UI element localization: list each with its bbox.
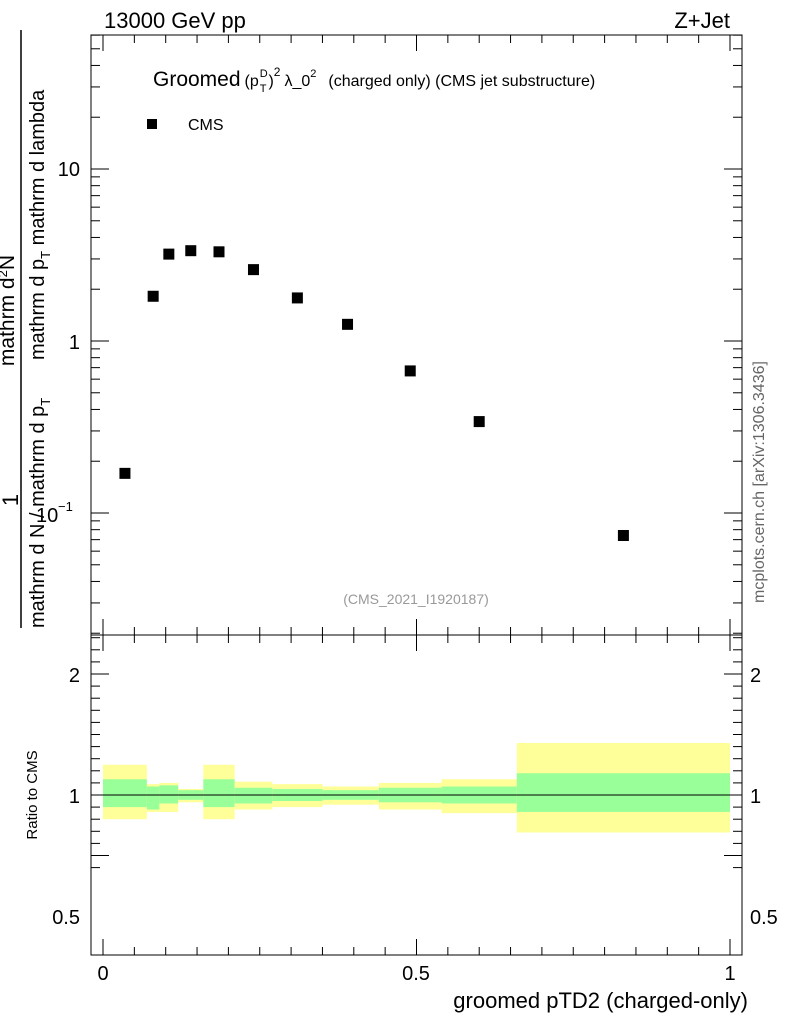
data-points [119,245,629,541]
ratio-inner-band-1 [146,786,160,810]
ratio-y-tick-label-2: 2 [69,665,80,687]
ratio-y-ticks [91,637,742,869]
data-point-6 [291,292,303,304]
legend-entry-cms: CMS [188,117,224,134]
ratio-y-tick-label-0.5: 0.5 [52,907,80,929]
ratio-inner-band-5 [234,787,273,804]
main-y-axis-label: 1 mathrm d2N mathrm d pT mathrm d lambda… [0,30,53,628]
data-point-5 [247,264,259,276]
main-y-ticks [91,34,742,634]
data-point-1 [147,290,159,302]
x-tick-label-0: 0 [97,963,108,985]
svg-text:mathrm d N / mathrm d pT: mathrm d N / mathrm d pT [27,398,53,628]
x-ticks [102,35,731,955]
process-label: Z+Jet [674,8,730,33]
data-point-4 [213,246,225,258]
ratio-y-tick-label-2-right: 2 [750,665,761,687]
svg-text:1: 1 [0,494,23,506]
ratio-y-tick-label-0.5-right: 0.5 [750,907,778,929]
ratio-inner-band-0 [103,779,147,808]
analysis-watermark: (CMS_2021_I1920187) [343,591,489,607]
data-point-2 [163,248,175,260]
ratio-y-tick-label-1-right: 1 [750,786,761,808]
svg-text:Groomed(pDT)2λ_02(charged only: Groomed (pD T)2λ_02 (charged only) (CMS jet… [153,65,595,95]
legend: CMS [147,117,224,134]
svg-text:mathrm d2N: mathrm d2N [0,255,19,366]
data-point-9 [473,416,485,428]
x-tick-label-0.5: 0.5 [402,963,430,985]
ratio-y-tick-label-1: 1 [69,786,80,808]
plot-title: Groomed (pD T)2λ_02 (charged only) (CMS jet… [153,65,595,95]
main-y-tick-label-1: 1 [69,332,80,354]
svg-text:mathrm d pT mathrm d lambda: mathrm d pT mathrm d lambda [27,89,53,360]
data-point-7 [342,318,354,330]
svg-text:−1: −1 [58,499,73,514]
data-point-0 [119,467,131,479]
ratio-inner-band-4 [203,779,235,808]
data-point-3 [185,245,197,257]
energy-label: 13000 GeV pp [104,8,246,33]
ratio-inner-band-10 [516,773,730,812]
legend-marker [147,119,157,129]
source-side-label: mcplots.cern.ch [arXiv:1306.3436] [751,361,768,603]
main-y-tick-label-0.1: 10 −1 [36,499,73,527]
main-y-tick-label-10: 10 [58,159,80,181]
ratio-y-axis-label: Ratio to CMS [24,750,41,839]
svg-text:10: 10 [36,505,58,527]
x-tick-label-1: 1 [724,963,735,985]
ratio-bands [103,742,730,833]
ratio-inner-band-2 [159,785,179,804]
data-point-8 [404,365,416,377]
data-point-10 [617,529,629,541]
x-axis-label: groomed pTD2 (charged-only) [453,988,748,1013]
